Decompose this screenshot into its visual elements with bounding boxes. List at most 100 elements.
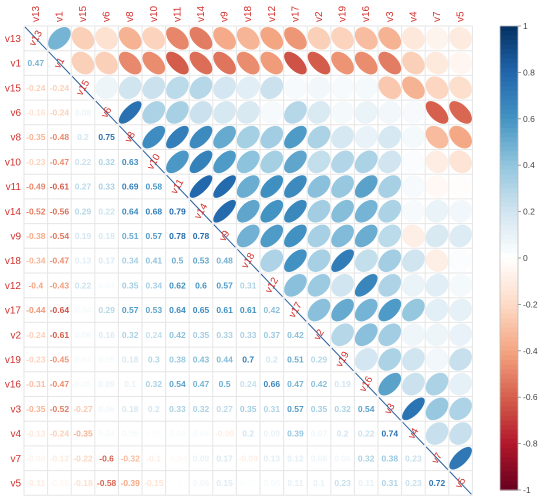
corr-ellipse-v13-v6	[95, 27, 118, 50]
diag-line-v12	[260, 273, 283, 298]
corr-ellipse-v15-v19	[331, 76, 354, 100]
corr-ellipse-v13-v17	[284, 27, 307, 50]
colorbar-segment	[500, 401, 518, 408]
corr-ellipse-v2-v19	[331, 323, 354, 347]
corr-value-v3-v8: 0.18	[122, 404, 139, 414]
corr-ellipse-v1-v19	[331, 51, 354, 75]
corr-value-v10-v1: -0.47	[50, 157, 70, 167]
corr-ellipse-v18-v5	[449, 249, 472, 272]
colorbar-segment	[500, 299, 518, 305]
corr-ellipse-v13-v12	[260, 27, 284, 50]
corr-ellipse-v11-v17	[284, 175, 307, 198]
corr-value-v16-v17: 0.47	[287, 379, 304, 389]
row-label-v8: v8	[10, 133, 21, 144]
corr-value-v4-v10: 0.02	[146, 429, 163, 439]
corr-value-v3-v12: 0.31	[264, 404, 281, 414]
colorbar-segment	[500, 155, 518, 162]
corr-value-v5-v2: 0.1	[313, 478, 325, 488]
diag-line-v9	[213, 224, 236, 248]
colorbar-tick-label: 0	[523, 253, 528, 263]
corr-ellipse-v14-v7	[425, 199, 449, 223]
colorbar-segment	[500, 183, 518, 189]
colorbar-segment	[500, 397, 518, 403]
corr-ellipse-v2-v4	[402, 323, 425, 347]
colorbar-segment	[500, 225, 518, 231]
corr-ellipse-v8-v19	[331, 125, 354, 149]
axis-labels: v13 v1 v15 v6 v8 v10 v11 v14 v9 v18 v12 v17 v2 v19 v16…	[5, 5, 467, 489]
corr-ellipse-v10-v3	[378, 150, 402, 174]
row-label-v9: v9	[10, 231, 21, 242]
colorbar-segment	[500, 44, 518, 50]
corr-value-v11-v15: 0.27	[75, 182, 92, 192]
corr-value-v18-v13: -0.34	[26, 256, 46, 266]
corr-value-v10-v6: 0.32	[98, 157, 115, 167]
col-label-v18: v18	[243, 5, 254, 22]
corr-ellipse-v9-v4	[402, 224, 425, 248]
colorbar-segment	[500, 304, 518, 310]
corr-ellipse-v9-v2	[307, 224, 331, 248]
corr-value-v4-v1: -0.24	[50, 429, 70, 439]
colorbar-segment	[500, 77, 518, 83]
corr-value-v2-v9: 0.33	[216, 330, 233, 340]
corr-ellipse-v18-v2	[307, 249, 331, 272]
colorbar-segment	[500, 346, 518, 352]
corr-value-v7-v19: 0.06	[334, 453, 351, 463]
corr-ellipse-v8-v4	[402, 125, 425, 149]
corr-ellipse-v6-v7	[425, 101, 449, 124]
colorbar-segment	[500, 295, 518, 301]
colorbar-tick-label: -1	[523, 485, 531, 495]
colorbar-tick-label: -0.8	[523, 439, 538, 449]
corr-ellipse-v7-v5	[449, 446, 472, 470]
corr-value-v16-v13: -0.31	[26, 379, 46, 389]
corr-ellipse-v2-v3	[378, 323, 402, 347]
corr-value-v17-v9: 0.61	[216, 305, 233, 315]
corr-ellipse-v9-v7	[425, 224, 449, 248]
corr-ellipse-v1-v14	[189, 51, 213, 75]
corr-value-v7-v9: 0.17	[216, 453, 233, 463]
corr-ellipse-v11-v19	[331, 175, 354, 198]
corr-ellipse-v6-v4	[402, 101, 425, 124]
corr-value-v8-v13: -0.35	[26, 132, 46, 142]
corr-value-v4-v18: 0.2	[242, 429, 254, 439]
colorbar-segment	[500, 81, 518, 87]
corr-ellipse-v14-v12	[260, 199, 284, 223]
corr-ellipse-v9-v19	[331, 224, 354, 248]
corr-value-v12-v10: 0.34	[146, 280, 163, 290]
row-label-v1: v1	[10, 59, 21, 70]
colorbar-segment	[500, 118, 518, 125]
corr-value-v19-v6: 0.05	[98, 354, 115, 364]
corr-value-v15-v13: -0.24	[26, 83, 46, 93]
col-label-v1: v1	[54, 11, 65, 22]
corr-value-v4-v14: 0.04	[193, 429, 210, 439]
corr-value-v4-v19: 0.2	[337, 429, 349, 439]
corr-ellipse-v1-v8	[118, 51, 142, 75]
colorbar-segment	[500, 350, 518, 357]
corr-value-v3-v14: 0.32	[193, 404, 210, 414]
corr-value-v14-v1: -0.56	[50, 206, 70, 216]
corr-ellipse-v10-v11	[166, 150, 189, 174]
col-label-v12: v12	[267, 5, 278, 22]
corr-ellipse-v11-v9	[213, 175, 236, 198]
colorbar-segment	[500, 244, 518, 250]
corr-value-v2-v18: 0.33	[240, 330, 257, 340]
corr-value-v19-v15: 0.04	[75, 354, 92, 364]
corr-ellipse-v9-v16	[354, 224, 378, 248]
corr-ellipse-v1-v7	[425, 51, 449, 75]
corr-ellipse-v8-v7	[425, 125, 449, 149]
corr-value-v16-v19: 0.19	[334, 379, 351, 389]
corr-ellipse-v6-v2	[307, 101, 331, 124]
corr-value-v12-v6: 0.04	[98, 280, 115, 290]
number-layer: 0.47 -0.24 -0.24 -0.16 -0.24 0.08 -0.35 -0.48 0.…	[26, 58, 445, 488]
corr-ellipse-v10-v12	[260, 150, 284, 174]
colorbar-segment	[500, 443, 518, 449]
corr-value-v7-v16: 0.32	[358, 453, 375, 463]
corr-ellipse-v8-v12	[260, 125, 284, 149]
corr-ellipse-v10-v16	[354, 150, 378, 174]
corr-value-v16-v2: 0.42	[311, 379, 328, 389]
corr-ellipse-v12-v7	[425, 274, 449, 297]
corr-ellipse-v14-v5	[449, 199, 472, 223]
corr-value-v11-v10: 0.58	[146, 182, 163, 192]
corr-ellipse-v11-v5	[449, 175, 472, 198]
corr-value-v3-v1: -0.52	[50, 404, 70, 414]
corr-value-v19-v2: 0.29	[311, 354, 328, 364]
